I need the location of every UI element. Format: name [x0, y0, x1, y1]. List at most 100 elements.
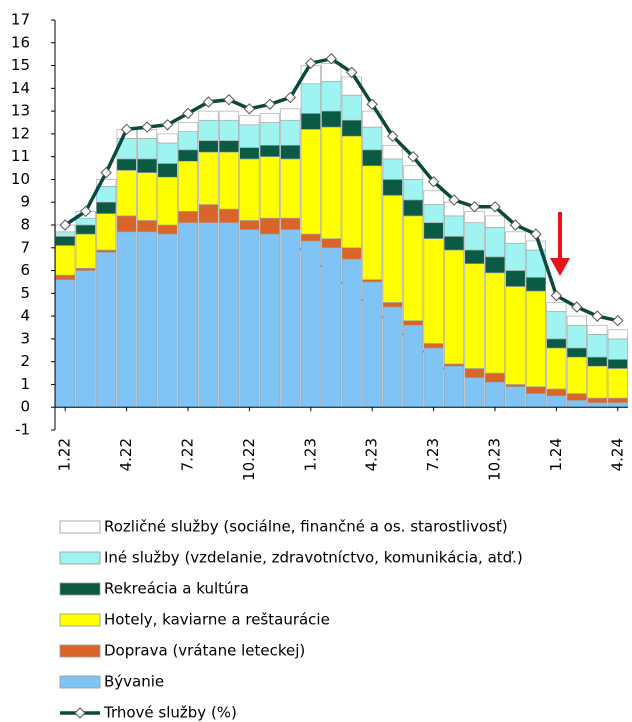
legend-label: Rekreácia a kultúra [104, 580, 249, 598]
bar-segment [546, 338, 567, 349]
bar-segment [362, 126, 383, 151]
legend-label: Trhové služby (%) [103, 704, 237, 722]
line-marker [141, 121, 153, 133]
legend-label: Doprava (vrátane leteckej) [104, 642, 305, 660]
bar-segment [321, 126, 342, 239]
bar-segment [300, 240, 321, 408]
bar-segment [157, 133, 178, 144]
bar-segment [75, 224, 96, 235]
bar-segment [382, 179, 403, 196]
bar-segment [525, 290, 546, 388]
bar-segment [382, 158, 403, 180]
bar-segment [566, 393, 587, 401]
line-marker [407, 150, 419, 163]
bar-segment [321, 238, 342, 249]
bar-segment [55, 279, 76, 408]
bar-segment [218, 208, 239, 224]
line-marker [79, 205, 92, 218]
bar-segment [403, 199, 424, 217]
bar-segment [198, 140, 219, 153]
bar-segment [403, 320, 424, 326]
bar-segment [96, 179, 117, 187]
line-series [64, 56, 619, 323]
bar-segment [177, 222, 199, 408]
bar-segment [259, 122, 280, 146]
bar-segment [546, 311, 567, 340]
bar-segment [280, 144, 301, 160]
bar-segment [280, 217, 301, 230]
bar-segment [464, 263, 485, 369]
bar-segment [218, 110, 239, 121]
bar-segment [587, 397, 608, 403]
bar-segment [382, 195, 403, 303]
bar-segment [505, 231, 526, 244]
bar-segment [116, 231, 137, 408]
bar-segment [464, 368, 485, 378]
x-tick-label: 10.22 [240, 438, 258, 481]
bar-segment [505, 242, 526, 271]
bar-segment [464, 211, 485, 224]
bar-segment [525, 386, 546, 394]
bar-segment [362, 165, 383, 280]
bar-segment [259, 233, 280, 408]
y-tick-label: -1 [15, 421, 30, 439]
bar-segment [198, 119, 219, 142]
bar-segment [444, 365, 465, 408]
bar-segment [137, 231, 158, 408]
line-marker [120, 123, 133, 136]
bar-segment [341, 94, 362, 121]
bar-segment [587, 402, 608, 408]
line-marker [182, 107, 194, 120]
bar-segment [157, 163, 178, 178]
bar-segment [198, 204, 219, 224]
bar-segment [464, 249, 485, 265]
y-tick-label: 2 [20, 352, 30, 370]
bar-segment [566, 347, 587, 358]
bar-segment [403, 324, 424, 408]
line-marker [530, 228, 542, 240]
line-marker [386, 130, 399, 142]
bar-segment [157, 142, 178, 164]
y-tick-label: 13 [11, 102, 30, 120]
bar-segment [280, 229, 301, 408]
bar-segment [382, 144, 403, 160]
line-marker [509, 219, 522, 231]
bar-segment [587, 334, 608, 358]
bar-segment [464, 377, 485, 408]
bar-segment [607, 368, 628, 399]
line-marker [612, 314, 624, 327]
legend-swatch [59, 675, 101, 689]
bar-segment [566, 315, 587, 326]
bar-segment [587, 356, 608, 367]
bar-segment [96, 201, 117, 214]
bar-segment [259, 144, 280, 157]
bar-segment [198, 151, 219, 205]
bar-segment [566, 356, 587, 394]
y-tick-label: 4 [20, 307, 30, 325]
bar-segment [239, 124, 260, 148]
x-tick-label: 1.22 [56, 438, 74, 471]
bar-segment [280, 108, 301, 121]
bar-segment [403, 215, 424, 321]
bar-segment [423, 204, 444, 224]
bar-segment [137, 172, 158, 221]
legend-label: Hotely, kaviarne a reštaurácie [104, 611, 330, 629]
bar-segment [403, 165, 424, 180]
y-tick-label: 10 [11, 170, 30, 188]
bar-segment [505, 286, 526, 385]
legend-marker [74, 707, 86, 719]
legend-swatch [59, 644, 101, 658]
bar-segment [259, 156, 280, 219]
x-tick-label: 1.23 [301, 438, 319, 471]
bar-segment [484, 226, 506, 258]
bar-segment [300, 83, 321, 114]
bar-segment [444, 249, 465, 365]
bar-segment [96, 213, 117, 251]
bar-segment [218, 140, 239, 153]
bar-segment [239, 147, 260, 160]
bar-segment [137, 158, 158, 173]
bar-segment [239, 220, 260, 230]
legend-swatch [59, 520, 101, 534]
bar-segment [75, 267, 96, 271]
